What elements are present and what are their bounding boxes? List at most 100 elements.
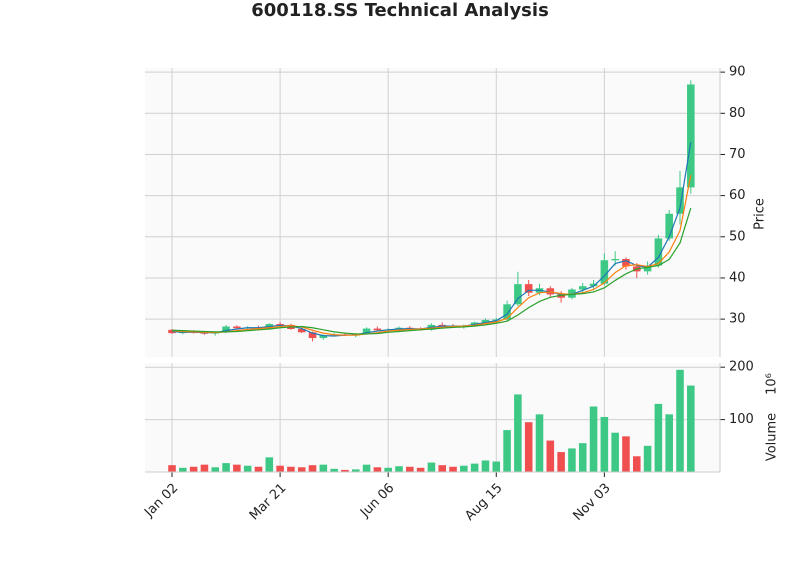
y-tick-label: 40	[729, 270, 746, 285]
candle-body	[654, 238, 663, 266]
candle-body	[308, 332, 317, 339]
candle-body	[438, 324, 447, 327]
candle-body	[622, 259, 630, 267]
candle-body	[557, 294, 565, 298]
candle-body	[643, 265, 652, 272]
volume-bar	[632, 456, 641, 472]
volume-bar	[189, 466, 198, 472]
volume-bar	[406, 466, 414, 472]
candle-body	[492, 319, 501, 321]
volume-bar	[568, 448, 576, 472]
candle-body	[524, 284, 533, 293]
candle-body	[687, 84, 695, 188]
volume-bar	[503, 430, 511, 472]
volume-bar	[578, 443, 587, 472]
x-tick-label: Nov 03	[570, 481, 613, 524]
candle-body	[578, 286, 587, 290]
price-panel	[145, 68, 720, 357]
y-tick-label: 90	[729, 65, 746, 80]
x-tick-label: Jun 06	[357, 481, 397, 521]
volume-bar	[330, 468, 338, 472]
candle-body	[589, 283, 598, 287]
volume-bar	[265, 457, 274, 472]
chart-title: 600118.SS Technical Analysis	[251, 0, 549, 21]
volume-bar	[622, 436, 630, 472]
volume-bar	[168, 465, 176, 472]
volume-bar	[319, 464, 328, 472]
moving-average	[171, 207, 692, 335]
volume-bar	[665, 414, 673, 472]
volume-bar	[492, 461, 501, 472]
volume-bar	[687, 385, 695, 472]
volume-bar	[287, 466, 295, 472]
volume-bar	[254, 466, 263, 472]
volume-bar	[546, 440, 555, 472]
price-label: Price	[753, 198, 768, 230]
candle-body	[297, 329, 306, 333]
volume-bar	[276, 465, 284, 472]
volume-bar	[600, 416, 609, 472]
volume-bar	[200, 464, 209, 472]
moving-average	[171, 174, 692, 336]
candle-body	[222, 326, 230, 333]
x-tick-label: Jan 02	[141, 481, 181, 521]
volume-bar	[535, 414, 544, 472]
candle-body	[665, 213, 673, 239]
candle-body	[503, 304, 511, 320]
volume-bar	[470, 463, 479, 472]
candle-body	[276, 324, 284, 326]
volume-bar	[233, 464, 241, 472]
y-tick-label: 80	[729, 106, 746, 121]
candle-body	[611, 259, 619, 261]
volume-bar	[243, 465, 252, 472]
volume-bar	[654, 403, 663, 472]
volume-bar	[179, 467, 187, 472]
volume-bar	[297, 467, 306, 472]
candle-body	[600, 260, 609, 284]
candle-body	[481, 319, 490, 323]
volume-bar	[341, 469, 349, 472]
volume-bar	[589, 406, 598, 472]
y-tick-label: 70	[729, 147, 746, 162]
volume-bar	[449, 466, 457, 472]
volume-bar	[524, 422, 533, 472]
volume-bar	[395, 466, 403, 472]
candle-body	[546, 288, 555, 295]
volume-bar	[438, 465, 447, 472]
candle-body	[319, 335, 328, 339]
volume-bar	[351, 469, 360, 472]
volume-bar	[611, 432, 619, 472]
moving-average	[171, 142, 692, 337]
candle-body	[514, 284, 522, 305]
candle-body	[373, 328, 382, 331]
x-tick-label: Mar 21	[247, 481, 290, 524]
y-tick-label: 50	[729, 229, 746, 244]
candle-body	[568, 289, 576, 298]
candle-body	[362, 328, 371, 334]
y-tick-label: 30	[729, 312, 746, 327]
volume-label: Volume	[765, 413, 780, 461]
y2-tick-label: 100	[729, 412, 754, 427]
volume-bar	[222, 463, 230, 472]
volume-bar	[308, 465, 317, 472]
y-tick-label: 60	[729, 188, 746, 203]
volume-bar	[427, 462, 436, 472]
volume-bar	[384, 467, 392, 472]
y2-tick-label: 200	[729, 360, 754, 375]
candle-body	[233, 326, 241, 329]
volume-bar	[481, 460, 490, 472]
candle-body	[676, 187, 684, 214]
volume-bar	[514, 394, 522, 472]
volume-bar	[643, 445, 652, 472]
volume-panel	[145, 363, 720, 472]
volume-bar	[557, 452, 565, 472]
volume-bar	[373, 467, 382, 472]
x-tick-label: Aug 15	[462, 481, 505, 524]
volume-bar	[460, 465, 468, 472]
volume-bar	[416, 467, 425, 472]
volume-bar	[362, 464, 371, 472]
volume-bar	[211, 467, 220, 472]
volume-offset: 10⁶	[765, 373, 780, 395]
volume-bar	[676, 369, 684, 472]
